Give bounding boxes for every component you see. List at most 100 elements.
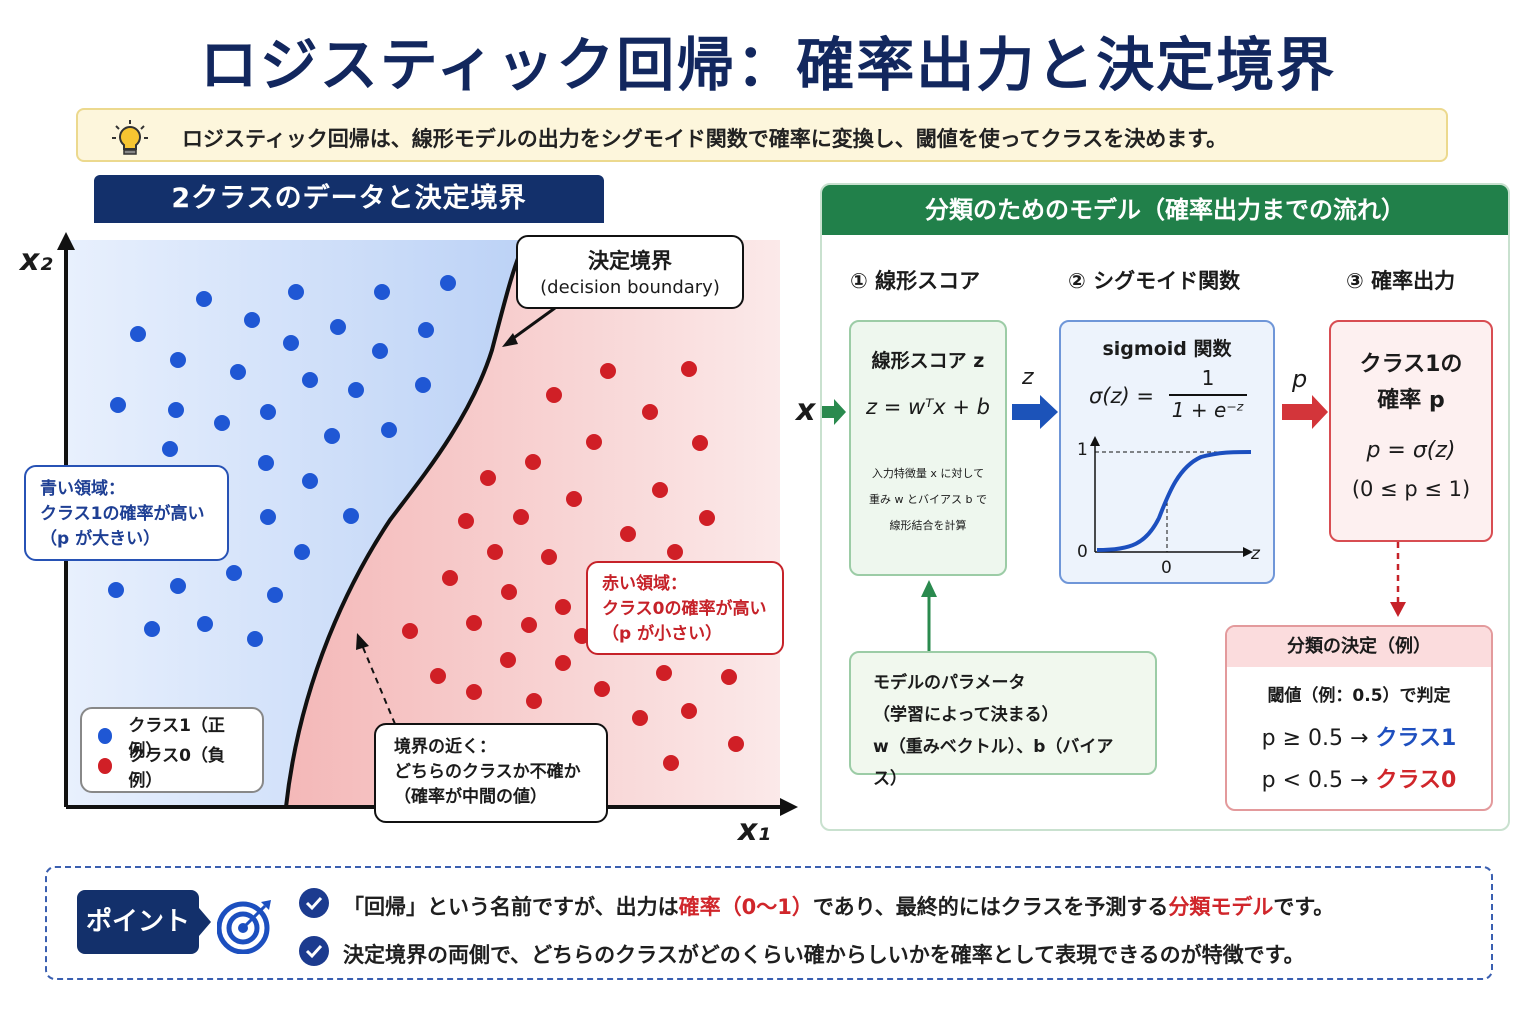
point-line-1: 「回帰」という名前ですが、出力は確率（0〜1）であり、最終的にはクラスを予測する… [343, 891, 1334, 921]
class1-point [302, 473, 318, 489]
lightbulb-icon [112, 120, 148, 155]
class0-point [480, 470, 496, 486]
class1-point [258, 455, 274, 471]
blue-region-note: 青い領域： クラス1の確率が高い （p が大きい） [24, 465, 229, 561]
prob-formula: p = σ(z) [1366, 438, 1456, 463]
near-note-line: （確率が中間の値） [394, 787, 547, 807]
sigmoid-curve-plot [1090, 436, 1253, 557]
sigmoid-tick-x0: 0 [1161, 558, 1172, 578]
class1-point [260, 509, 276, 525]
decision-boundary-curve [284, 239, 528, 808]
class0-point [546, 387, 562, 403]
sigmoid-y-arrow [1090, 436, 1100, 446]
class0-point [466, 684, 482, 700]
decision-rule-2: p < 0.5 → クラス0 [1227, 762, 1491, 794]
param-arrow-head [921, 580, 937, 597]
class1-point [168, 402, 184, 418]
x-axis-arrow [780, 798, 798, 816]
red-note-line: （p が小さい） [602, 624, 723, 644]
key-points-box: ポイント 「回帰」という名前ですが、出力は確率（0〜1）であり、最終的にはクラス… [45, 866, 1493, 980]
left-panel-title: 2クラスのデータと決定境界 [94, 175, 604, 223]
sigmoid-tick-0: 0 [1077, 542, 1088, 562]
near-pointer [361, 644, 396, 725]
near-pointer-head [356, 633, 369, 650]
class1-point [247, 631, 263, 647]
class1-point [415, 377, 431, 393]
desc-line: 重み w とバイアス b で [869, 493, 987, 506]
blue-note-line: 青い領域： [40, 479, 125, 499]
class1-point [144, 621, 160, 637]
param-desc: w（重みベクトル）、b（バイアス） [873, 737, 1114, 789]
class0-point [663, 755, 679, 771]
check-icon [299, 888, 329, 918]
step-probability: ③ 確率出力 [1346, 269, 1456, 293]
class1-point [343, 508, 359, 524]
line1-c: であり、最終的にはクラスを予測する [812, 895, 1169, 919]
class0-point [642, 404, 658, 420]
class0-point [501, 584, 517, 600]
class0-point [430, 668, 446, 684]
class1-point [381, 422, 397, 438]
desc-line: 線形結合を計算 [889, 519, 967, 532]
legend-dot-class1 [98, 728, 113, 744]
linear-formula: z = wᵀx + b [866, 395, 990, 419]
legend-item: クラス0（負例） [98, 746, 246, 791]
blue-region [66, 240, 526, 807]
class0-point [566, 491, 582, 507]
sigmoid-tick-1: 1 [1077, 440, 1088, 460]
near-note-line: 境界の近く： [394, 737, 496, 757]
class1-point [214, 415, 230, 431]
class1-point [324, 428, 340, 444]
line1-d: 分類モデル [1168, 895, 1274, 919]
flow-arrows [822, 395, 1406, 651]
class0-point [632, 710, 648, 726]
x-axis-label: x₁ [738, 813, 771, 848]
class0-point [699, 510, 715, 526]
class1-point [267, 587, 283, 603]
sigmoid-curve [1096, 450, 1252, 552]
decision-arrow-head [1390, 602, 1406, 617]
legend-label-class0: クラス0（負例） [128, 746, 225, 791]
linear-score-card: 線形スコア z z = wᵀx + b 入力特徴量 x に対して 重み w とバ… [849, 320, 1007, 576]
class0-point [525, 454, 541, 470]
point-badge: ポイント [77, 890, 199, 954]
class0-point [594, 681, 610, 697]
class1-point [130, 326, 146, 342]
class0-point [541, 549, 557, 565]
rule1-left: p ≥ 0.5 → [1261, 726, 1369, 751]
input-label: x [796, 393, 816, 428]
class0-point [500, 652, 516, 668]
sigmoid-formula-left: σ(z) = [1089, 384, 1154, 408]
rule1-right: クラス1 [1375, 726, 1457, 751]
decision-title: 分類の決定（例） [1227, 627, 1491, 667]
class1-point [330, 319, 346, 335]
class0-point [667, 544, 683, 560]
class1-point [294, 544, 310, 560]
param-subtitle: （学習によって決まる） [873, 705, 1059, 725]
near-boundary-note: 境界の近く： どちらのクラスか不確か （確率が中間の値） [374, 723, 608, 823]
sigmoid-card: sigmoid 関数 σ(z) = 1 1 + e⁻ᶻ 1 0 0 z [1059, 320, 1275, 584]
info-text: ロジスティック回帰は、線形モデルの出力をシグモイド関数で確率に変換し、閾値を使っ… [182, 127, 1228, 151]
y-axis-label: x₂ [20, 243, 53, 278]
class1-point [110, 397, 126, 413]
class1-point [170, 578, 186, 594]
z-arrow [1012, 395, 1058, 429]
target-icon [217, 900, 271, 954]
class1-point [197, 616, 213, 632]
boundary-label-box: 決定境界 (decision boundary) [516, 235, 744, 309]
decision-threshold: 閾値（例：0.5）で判定 [1267, 686, 1451, 706]
class1-point [418, 322, 434, 338]
class0-point [692, 435, 708, 451]
p-label: p [1292, 365, 1308, 393]
rule2-left: p < 0.5 → [1261, 768, 1369, 793]
class0-point [656, 665, 672, 681]
class0-point [513, 509, 529, 525]
class0-point [458, 513, 474, 529]
class1-point [230, 364, 246, 380]
sigmoid-card-title: sigmoid 関数 [1102, 338, 1232, 360]
class0-point [652, 482, 668, 498]
step-sigmoid: ② シグモイド関数 [1068, 269, 1241, 293]
y-axis-arrow [57, 232, 75, 250]
class0-point [555, 599, 571, 615]
page-title: ロジスティック回帰：確率出力と決定境界 [199, 31, 1337, 99]
